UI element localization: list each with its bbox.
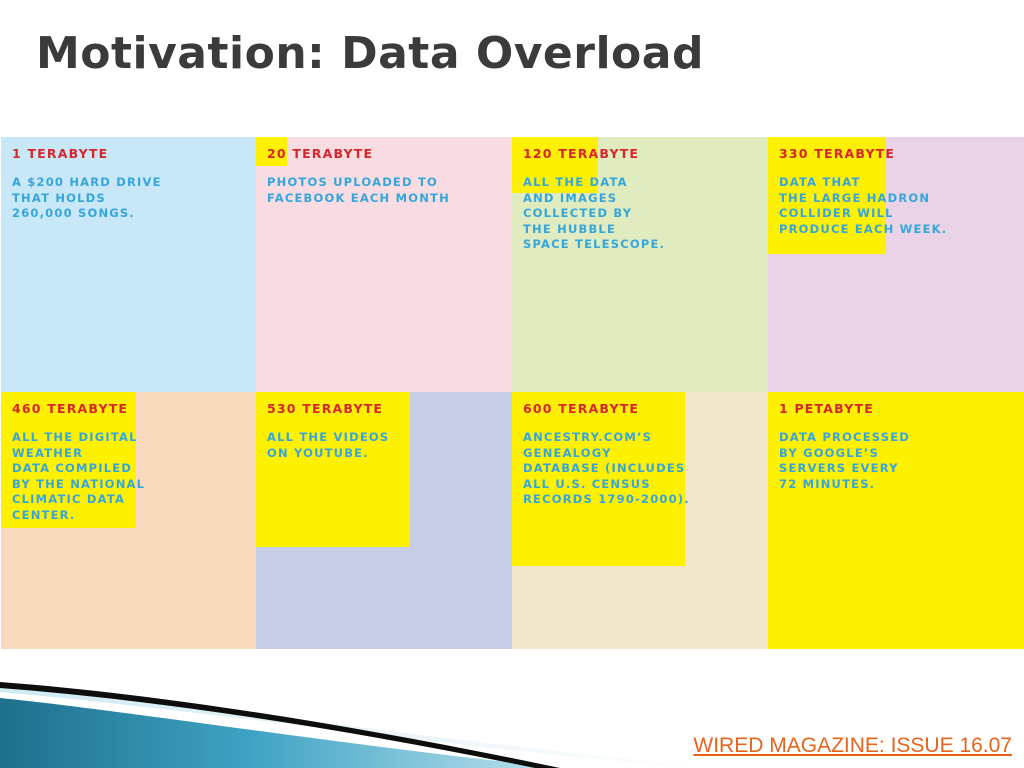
data-cell-460tb: 460 TERABYTE ALL THE DIGITAL WEATHER DAT… [1, 392, 256, 649]
cell-amount: 1 PETABYTE [779, 401, 874, 416]
cell-description: DATA THAT THE LARGE HADRON COLLIDER WILL… [779, 175, 948, 236]
data-cell-1tb: 1 TERABYTE A $200 HARD DRIVE THAT HOLDS … [1, 137, 256, 392]
data-cell-330tb: 330 TERABYTE DATA THAT THE LARGE HADRON … [768, 137, 1024, 392]
source-link[interactable]: WIRED MAGAZINE: ISSUE 16.07 [693, 734, 1012, 757]
infographic-grid: 1 TERABYTE A $200 HARD DRIVE THAT HOLDS … [1, 137, 1024, 649]
size-highlight [256, 137, 287, 166]
size-highlight [256, 392, 410, 547]
size-highlight [512, 392, 685, 566]
cell-description: PHOTOS UPLOADED TO FACEBOOK EACH MONTH [267, 175, 450, 205]
cell-description: ALL THE DIGITAL WEATHER DATA COMPILED BY… [12, 430, 146, 522]
data-cell-530tb: 530 TERABYTE ALL THE VIDEOS ON YOUTUBE. [256, 392, 512, 649]
cell-description: ALL THE DATA AND IMAGES COLLECTED BY THE… [523, 175, 666, 252]
data-cell-1pb: 1 PETABYTE DATA PROCESSED BY GOOGLE’S SE… [768, 392, 1024, 649]
slide-title: Motivation: Data Overload [36, 28, 704, 79]
data-cell-120tb: 120 TERABYTE ALL THE DATA AND IMAGES COL… [512, 137, 768, 392]
decorative-swoosh [0, 682, 720, 768]
size-highlight [1, 392, 136, 528]
data-cell-20tb: 20 TERABYTE PHOTOS UPLOADED TO FACEBOOK … [256, 137, 512, 392]
size-highlight [768, 137, 886, 254]
size-highlight [512, 137, 598, 193]
cell-amount: 530 TERABYTE [267, 401, 384, 416]
cell-amount: 20 TERABYTE [267, 146, 374, 161]
cell-description: A $200 HARD DRIVE THAT HOLDS 260,000 SON… [12, 175, 162, 221]
cell-description: DATA PROCESSED BY GOOGLE’S SERVERS EVERY… [779, 430, 911, 491]
cell-amount: 330 TERABYTE [779, 146, 896, 161]
cell-amount: 460 TERABYTE [12, 401, 129, 416]
cell-amount: 120 TERABYTE [523, 146, 640, 161]
data-cell-600tb: 600 TERABYTE ANCESTRY.COM’S GENEALOGY DA… [512, 392, 768, 649]
cell-description: ALL THE VIDEOS ON YOUTUBE. [267, 430, 390, 460]
cell-amount: 600 TERABYTE [523, 401, 640, 416]
cell-description: ANCESTRY.COM’S GENEALOGY DATABASE (INCLU… [523, 430, 690, 507]
cell-amount: 1 TERABYTE [12, 146, 109, 161]
